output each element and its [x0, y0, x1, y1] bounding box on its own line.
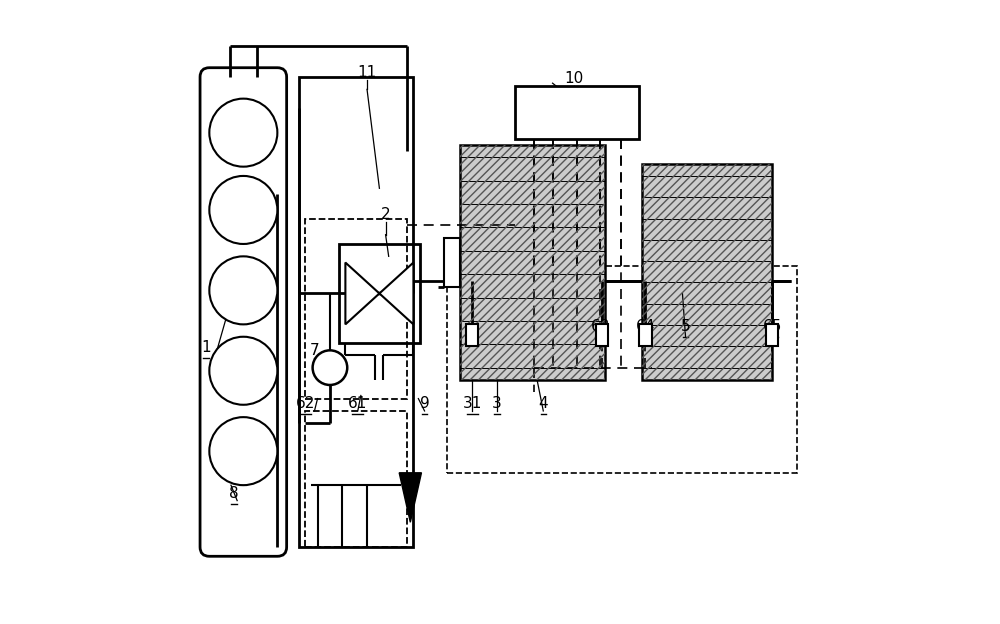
- Circle shape: [313, 350, 347, 385]
- Bar: [642, 163, 772, 380]
- Bar: [642, 163, 772, 380]
- Bar: [515, 86, 639, 139]
- Bar: [460, 145, 605, 380]
- Bar: [766, 324, 778, 346]
- Text: 64: 64: [636, 319, 655, 334]
- Circle shape: [209, 99, 277, 167]
- Bar: [299, 77, 413, 547]
- Text: 62: 62: [296, 396, 315, 411]
- Circle shape: [209, 176, 277, 244]
- Bar: [447, 266, 797, 473]
- Bar: [466, 324, 478, 346]
- Circle shape: [209, 417, 277, 485]
- Circle shape: [209, 337, 277, 405]
- Text: 11: 11: [357, 65, 377, 80]
- Text: 9: 9: [420, 396, 429, 411]
- Bar: [339, 244, 420, 343]
- Bar: [305, 219, 407, 399]
- Bar: [305, 411, 407, 547]
- Text: 1: 1: [201, 340, 211, 355]
- Text: 7: 7: [310, 343, 319, 358]
- Text: 31: 31: [462, 396, 482, 411]
- Text: 63: 63: [590, 319, 610, 334]
- Text: 65: 65: [762, 319, 782, 334]
- Bar: [460, 145, 605, 380]
- Polygon shape: [345, 263, 379, 324]
- Text: 2: 2: [381, 207, 390, 222]
- Polygon shape: [399, 473, 421, 522]
- Polygon shape: [379, 263, 413, 324]
- FancyBboxPatch shape: [200, 68, 287, 556]
- Text: 61: 61: [348, 396, 367, 411]
- Text: 8: 8: [229, 485, 239, 500]
- Text: 10: 10: [565, 71, 584, 86]
- Text: 控制器: 控制器: [560, 103, 595, 122]
- Text: 4: 4: [538, 396, 548, 411]
- Bar: [596, 324, 608, 346]
- Bar: [639, 324, 652, 346]
- Text: 3: 3: [492, 396, 502, 411]
- Circle shape: [209, 256, 277, 324]
- Text: 5: 5: [681, 319, 690, 334]
- Bar: [444, 238, 460, 287]
